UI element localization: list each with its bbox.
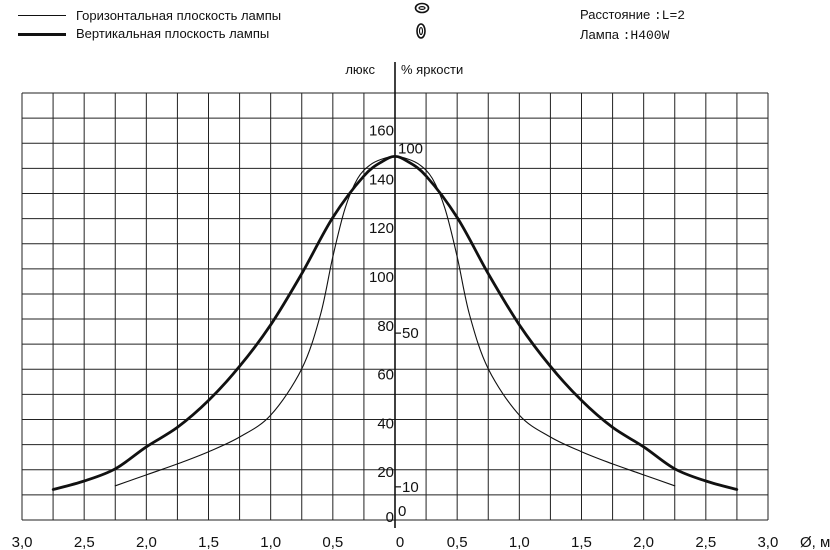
x-tick-label: 2,0	[136, 534, 157, 550]
y-tick-label-percent: 100	[398, 140, 423, 157]
y-tick-label-lux: 100	[369, 269, 394, 286]
x-tick-label: 1,5	[198, 534, 219, 550]
y-tick-label-lux: 20	[377, 464, 394, 481]
lamp-label: Лампа :H400W	[580, 27, 670, 43]
legend-label-vertical: Вертикальная плоскость лампы	[76, 26, 270, 41]
x-tick-label: 0,5	[322, 534, 343, 550]
legend-swatch-horizontal	[18, 15, 66, 16]
distance-label: Расстояние :L=2	[580, 7, 686, 23]
y-tick-label-lux: 0	[386, 509, 394, 526]
y-axis-label-lux: люкс	[345, 62, 375, 77]
lamp-horizontal-icon	[414, 2, 430, 14]
chart-grid	[21, 62, 769, 528]
x-tick-label: 1,0	[509, 534, 530, 550]
legend-swatch-vertical	[18, 33, 66, 36]
lamp-vertical-icon	[416, 23, 426, 39]
y-tick-label-lux: 80	[377, 318, 394, 335]
x-tick-label: 2,0	[633, 534, 654, 550]
x-tick-label: 3,0	[757, 534, 778, 550]
y-axis-label-percent: % яркости	[401, 62, 463, 77]
x-tick-label: 1,5	[571, 534, 592, 550]
y-tick-label-lux: 60	[377, 367, 394, 384]
x-tick-label: 1,0	[260, 534, 281, 550]
y-tick-label-lux: 160	[369, 123, 394, 140]
y-tick-label-percent: 0	[398, 503, 406, 520]
x-tick-label: 2,5	[695, 534, 716, 550]
x-tick-label: 2,5	[74, 534, 95, 550]
y-tick-label-lux: 40	[377, 415, 394, 432]
x-tick-label: 0	[396, 534, 404, 550]
y-tick-label-lux: 140	[369, 171, 394, 188]
chart-series	[51, 155, 739, 491]
series-line-vertical	[51, 155, 739, 491]
chart-labels: 3,0 2,5 2,0 1,5 1,0 0,5 0 0,5 1,0 1,5 2,0 2,5 3,0 Ø, …	[12, 62, 830, 550]
y-tick-label-percent: 10	[402, 479, 419, 496]
x-tick-label: 0,5	[447, 534, 468, 550]
x-axis-label: Ø, м	[800, 534, 830, 550]
distance-value: :L=2	[653, 8, 686, 23]
y-tick-label-lux: 120	[369, 220, 394, 237]
legend-label-horizontal: Горизонтальная плоскость лампы	[76, 8, 282, 23]
y-tick-label-percent: 50	[402, 325, 419, 342]
x-tick-label: 3,0	[12, 534, 33, 550]
lamp-value: :H400W	[622, 28, 670, 43]
